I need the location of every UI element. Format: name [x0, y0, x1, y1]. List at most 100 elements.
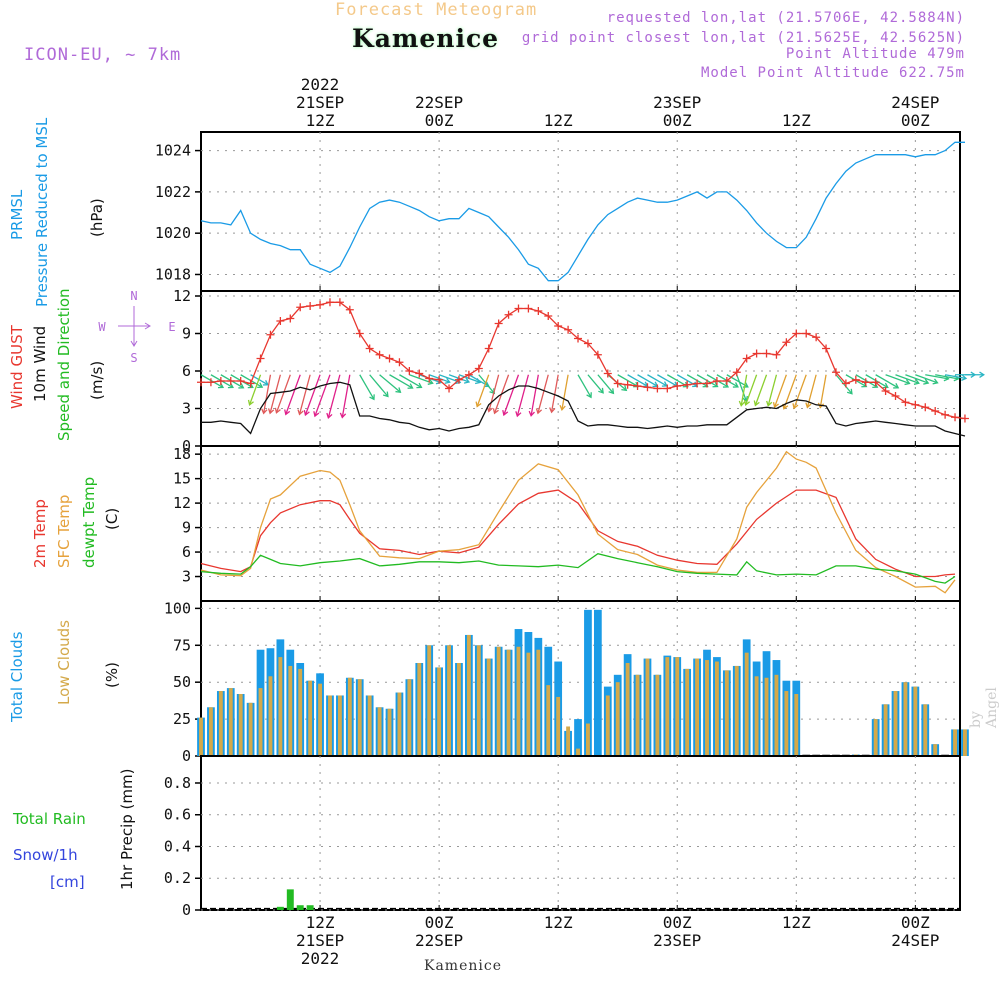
- wind-arrow: [200, 374, 224, 389]
- wind-arrow: [314, 374, 331, 417]
- wind-arrow: [819, 374, 827, 408]
- low-cloud-bar: [744, 652, 749, 756]
- low-cloud-bar: [576, 748, 580, 756]
- low-cloud-bar: [387, 708, 392, 756]
- wind-gust-marker: [415, 369, 424, 378]
- wind-arrow-head: [326, 412, 333, 420]
- wind-gust-marker: [197, 378, 205, 387]
- wind-arrow: [754, 374, 768, 406]
- clouds-ytick-label: 75: [173, 636, 191, 654]
- wind-arrow: [285, 374, 301, 415]
- top-time-label: 22SEP 00Z: [389, 94, 489, 130]
- wind-arrow-head: [238, 383, 245, 389]
- top-time-label-line: 23SEP: [653, 93, 702, 112]
- location-title: Kamenice: [352, 24, 500, 53]
- wind-gust-marker: [921, 403, 930, 412]
- precipitation-ytick-label: 0.2: [164, 869, 191, 887]
- wind-gust-marker: [425, 374, 434, 383]
- temperature-ytick-label: 18: [173, 445, 191, 463]
- wind-arrow-head: [753, 400, 760, 407]
- pressure-line: [200, 141, 965, 282]
- clouds-panel: 0 25 50 75 100: [164, 599, 969, 765]
- low-cloud-bar: [655, 674, 660, 756]
- low-cloud-bar: [873, 719, 878, 756]
- wind-gust-marker: [504, 310, 513, 319]
- wind-arrow: [835, 374, 853, 395]
- top-time-label-line: 00Z: [662, 111, 692, 130]
- low-cloud-bar: [506, 649, 511, 756]
- wind-arrow: [905, 374, 929, 384]
- wind-ytick-label: 9: [182, 325, 191, 343]
- top-time-label-line: 21SEP: [295, 93, 345, 112]
- low-cloud-bar: [913, 686, 918, 756]
- wind-gust-marker: [375, 350, 384, 359]
- bottom-time-label: 12Z: [508, 914, 608, 932]
- top-time-label-line: 2022: [300, 75, 340, 94]
- info-requested-coords: requested lon,lat (21.5706E, 42.5884N): [606, 10, 965, 26]
- precipitation-ytick-label: 0.8: [164, 774, 191, 792]
- wind-ytick-label: 0: [182, 437, 191, 455]
- low-cloud-bar: [308, 680, 313, 756]
- wind-panel: 0 3 6 9 12: [173, 287, 985, 455]
- wind-gust-marker: [296, 303, 305, 312]
- wind-gust-marker: [325, 298, 334, 307]
- wind-gust-marker: [395, 358, 404, 367]
- wind-gust-marker: [732, 368, 741, 377]
- wind-arrow: [915, 374, 938, 384]
- pressure-ytick-label: 1018: [155, 265, 191, 283]
- wind-gust-marker: [474, 364, 483, 373]
- wind-arrow: [736, 374, 747, 402]
- top-time-label: 12Z: [746, 112, 846, 130]
- wind-arrow-head: [549, 407, 556, 414]
- wind-arrow-head: [923, 378, 930, 385]
- pressure-panel: 1018 1020 1022 1024: [155, 131, 965, 292]
- wind-gust-marker: [960, 414, 969, 423]
- temp-2m-line: [200, 489, 956, 578]
- low-cloud-bar: [457, 663, 461, 756]
- clouds-ytick-label: 100: [164, 599, 191, 617]
- low-cloud-bar: [695, 658, 700, 756]
- low-cloud-bar: [397, 692, 402, 756]
- wind-gust-marker: [683, 380, 692, 389]
- wind-arrow-head: [339, 412, 347, 419]
- rain-bar: [296, 905, 304, 910]
- low-cloud-bar: [318, 683, 322, 756]
- low-cloud-bar: [447, 645, 451, 756]
- wind-gust-marker: [266, 330, 275, 339]
- low-cloud-bar: [903, 682, 908, 756]
- wind-arrow-head: [846, 388, 853, 395]
- wind-arrow-head: [904, 379, 911, 386]
- wind-10m-line: [201, 381, 966, 437]
- wind-arrow-head: [598, 387, 604, 394]
- precipitation-frame: [200, 755, 961, 911]
- clouds-ytick-label: 50: [173, 673, 191, 691]
- temperature-panel: 3 6 9 12 15 18: [173, 445, 961, 602]
- wind-gust-marker: [256, 354, 265, 363]
- wind-gust-marker: [276, 317, 285, 325]
- wind-arrow: [657, 374, 678, 387]
- low-cloud-bar: [238, 694, 243, 756]
- wind-gust-marker: [673, 382, 682, 390]
- bottom-time-label-line: 21SEP: [295, 931, 345, 950]
- wind-arrow: [577, 374, 592, 398]
- low-cloud-bar: [556, 696, 561, 756]
- low-cloud-bar: [963, 729, 967, 756]
- model-label: ICON-EU, ~ 7km: [24, 45, 182, 65]
- wind-arrow: [637, 374, 658, 387]
- wind-arrow-head: [502, 409, 509, 417]
- low-cloud-bar: [883, 704, 888, 756]
- low-cloud-bar: [367, 695, 372, 756]
- wind-arrow-head: [766, 400, 773, 407]
- wind-arrow-head: [395, 387, 402, 394]
- wind-arrow-head: [274, 407, 281, 414]
- wind-arrow: [597, 374, 614, 394]
- low-cloud-bar: [486, 658, 491, 756]
- wind-arrow: [617, 374, 639, 388]
- wind-gust-marker: [435, 375, 444, 384]
- wind-gust-marker: [703, 379, 711, 388]
- compass-west-label: W: [98, 320, 106, 334]
- low-cloud-bar: [437, 667, 442, 756]
- precip-rain-label: Total Rain: [13, 810, 86, 828]
- wind-gust-marker: [802, 329, 811, 338]
- wind-gust-marker: [226, 377, 235, 385]
